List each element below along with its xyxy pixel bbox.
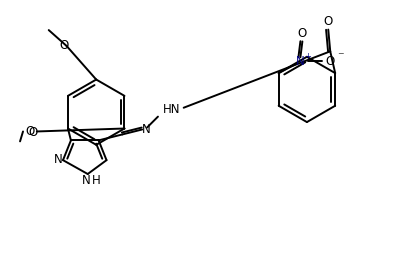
- Text: O: O: [29, 126, 38, 139]
- Text: ⁻: ⁻: [338, 50, 344, 63]
- Text: O: O: [324, 15, 333, 28]
- Text: O: O: [298, 27, 307, 40]
- Text: O: O: [59, 39, 68, 52]
- Text: H: H: [92, 175, 101, 187]
- Text: N: N: [142, 123, 151, 136]
- Text: N: N: [296, 55, 305, 68]
- Text: HN: HN: [163, 103, 181, 116]
- Text: N: N: [82, 175, 91, 187]
- Text: O: O: [325, 55, 335, 68]
- Text: +: +: [304, 52, 311, 61]
- Text: N: N: [54, 153, 62, 166]
- Text: O: O: [25, 125, 34, 138]
